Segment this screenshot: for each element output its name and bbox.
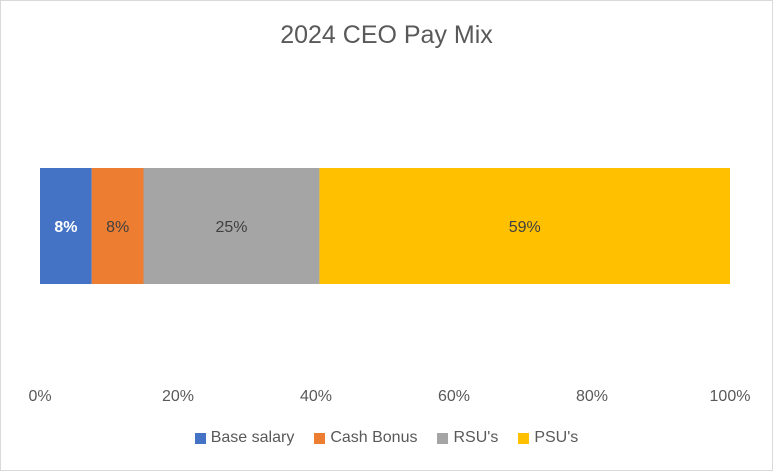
bar-segment-3 [319, 168, 730, 284]
legend-item: PSU's [518, 429, 578, 447]
legend-item: Base salary [194, 429, 295, 447]
legend-label: RSU's [453, 429, 499, 446]
data-label-3: 59% [509, 219, 541, 236]
x-tick-label: 20% [162, 388, 194, 405]
legend-swatch [437, 432, 449, 444]
bar-segment-1 [91, 168, 144, 284]
bar-segment-0 [40, 168, 92, 284]
legend-item: RSU's [437, 429, 498, 447]
legend-item: Cash Bonus [314, 429, 417, 447]
legend: Base salary Cash Bonus RSU's PSU's [1, 429, 772, 447]
data-label-0: 8% [54, 219, 77, 236]
plot-area: 8% 8% 25% 59% 0% 20% 40% 60% 80% 100% [28, 168, 751, 405]
x-tick-label: 60% [438, 388, 470, 405]
legend-swatch [194, 432, 206, 444]
legend-label: Cash Bonus [330, 429, 418, 446]
legend-swatch [314, 432, 326, 444]
x-tick-label: 40% [300, 388, 332, 405]
data-label-2: 25% [215, 219, 247, 236]
legend-label: Base salary [210, 429, 295, 446]
data-label-1: 8% [106, 219, 129, 236]
legend-label: PSU's [534, 429, 579, 446]
legend-swatch [518, 432, 530, 444]
chart-title: 2024 CEO Pay Mix [280, 21, 493, 49]
x-tick-label: 80% [576, 388, 608, 405]
bar-segment-2 [143, 168, 320, 284]
x-tick-label: 0% [28, 388, 51, 405]
x-tick-label: 100% [710, 388, 751, 405]
